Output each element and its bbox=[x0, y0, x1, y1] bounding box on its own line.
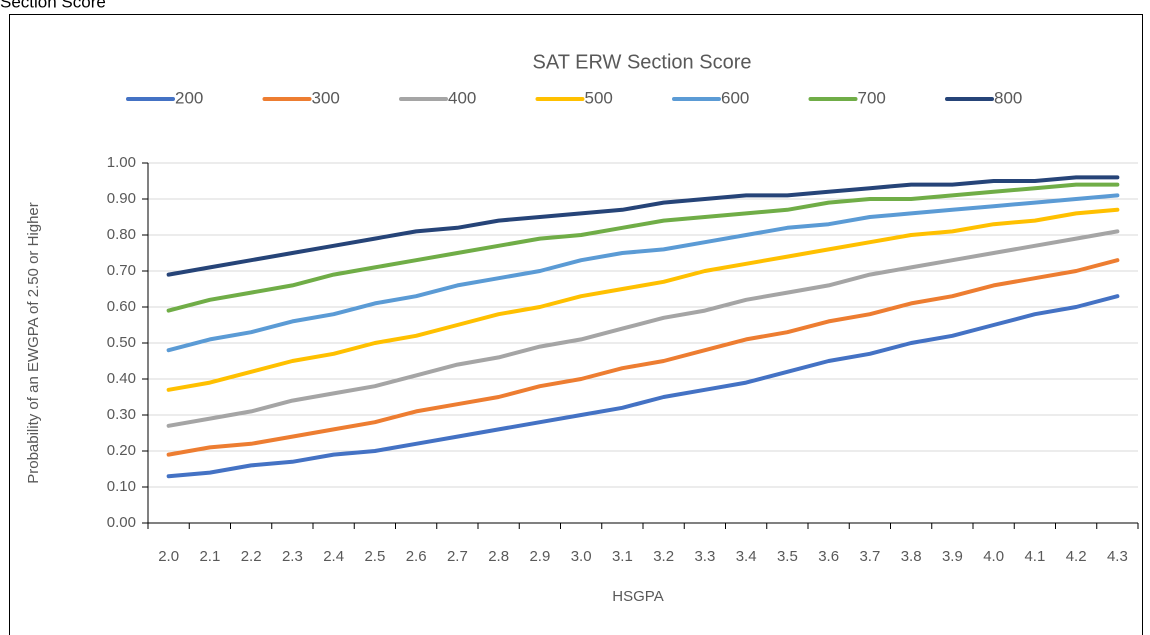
series-line bbox=[166, 258, 1120, 457]
legend-label: 200 bbox=[175, 88, 203, 107]
y-tick-label: 0.70 bbox=[107, 262, 136, 279]
x-tick-label: 3.1 bbox=[612, 548, 633, 565]
x-tick-label: 4.3 bbox=[1107, 548, 1128, 565]
x-tick-label: 3.2 bbox=[653, 548, 674, 565]
x-tick-label: 3.4 bbox=[736, 548, 757, 565]
y-tick-label: 0.00 bbox=[107, 514, 136, 531]
x-tick-label: 2.4 bbox=[323, 548, 344, 565]
y-tick-label: 0.40 bbox=[107, 370, 136, 387]
y-tick-label: 1.00 bbox=[107, 154, 136, 171]
x-tick-label: 2.1 bbox=[199, 548, 220, 565]
x-tick-label: 3.3 bbox=[694, 548, 715, 565]
x-tick-label: 2.9 bbox=[529, 548, 550, 565]
legend-label: 500 bbox=[585, 88, 613, 107]
y-tick-label: 0.60 bbox=[107, 298, 136, 315]
x-tick-label: 3.6 bbox=[818, 548, 839, 565]
x-tick-label: 3.5 bbox=[777, 548, 798, 565]
x-tick-label: 3.0 bbox=[571, 548, 592, 565]
x-axis-label: HSGPA bbox=[612, 588, 663, 605]
x-tick-label: 2.6 bbox=[406, 548, 427, 565]
x-tick-label: 4.0 bbox=[983, 548, 1004, 565]
series-line bbox=[166, 175, 1120, 277]
legend-label: 600 bbox=[721, 88, 749, 107]
y-tick-label: 0.90 bbox=[107, 190, 136, 207]
series-line bbox=[166, 182, 1120, 313]
legend-title: SAT ERW Section Score bbox=[533, 51, 752, 73]
x-tick-label: 4.1 bbox=[1024, 548, 1045, 565]
series-line bbox=[166, 207, 1120, 392]
x-tick-label: 3.8 bbox=[901, 548, 922, 565]
y-tick-label: 0.80 bbox=[107, 226, 136, 243]
x-tick-label: 2.3 bbox=[282, 548, 303, 565]
y-axis-label: Probability of an EWGPA of 2.50 or Highe… bbox=[25, 202, 42, 484]
x-tick-label: 2.0 bbox=[158, 548, 179, 565]
legend-label: 300 bbox=[312, 88, 340, 107]
y-tick-label: 0.10 bbox=[107, 478, 136, 495]
y-tick-label: 0.30 bbox=[107, 406, 136, 423]
chart-frame bbox=[9, 14, 1143, 635]
series-line bbox=[166, 294, 1120, 479]
legend-label: 400 bbox=[448, 88, 476, 107]
x-tick-label: 4.2 bbox=[1066, 548, 1087, 565]
x-tick-label: 2.5 bbox=[364, 548, 385, 565]
x-tick-label: 3.7 bbox=[859, 548, 880, 565]
legend-label: 700 bbox=[858, 88, 886, 107]
x-tick-label: 2.7 bbox=[447, 548, 468, 565]
y-tick-label: 0.20 bbox=[107, 442, 136, 459]
x-tick-label: 3.9 bbox=[942, 548, 963, 565]
x-tick-label: 2.8 bbox=[488, 548, 509, 565]
series-line bbox=[166, 193, 1120, 353]
x-tick-label: 2.2 bbox=[241, 548, 262, 565]
caption: Section Score bbox=[0, 0, 106, 11]
series-line bbox=[166, 229, 1120, 428]
legend-label: 800 bbox=[994, 88, 1022, 107]
y-tick-label: 0.50 bbox=[107, 334, 136, 351]
